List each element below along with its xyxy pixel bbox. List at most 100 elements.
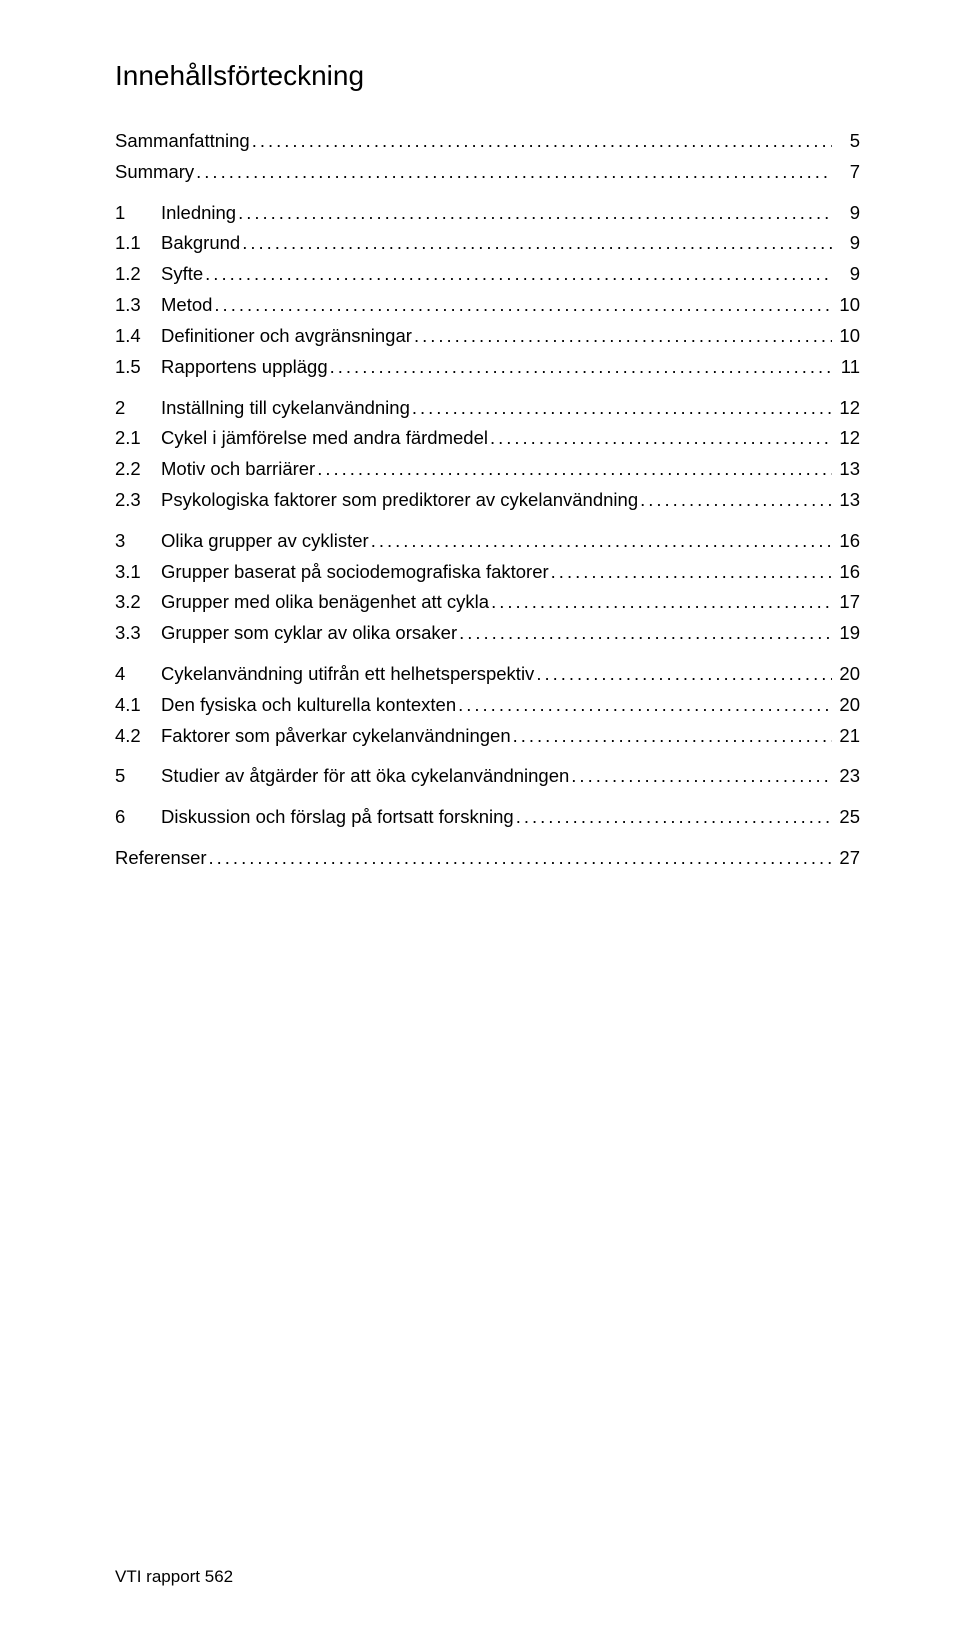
toc-entry-label: Bakgrund	[161, 230, 240, 257]
toc-entry: 3.3Grupper som cyklar av olika orsaker19	[115, 620, 860, 647]
toc-entry-leader-dots	[549, 559, 832, 586]
toc-entry-leader-dots	[412, 323, 832, 350]
toc-entry-label: Metod	[161, 292, 212, 319]
toc-entry-page: 12	[832, 425, 860, 452]
toc-entry-number: 6	[115, 804, 161, 831]
toc-entry: Summary 7	[115, 159, 860, 186]
toc-spacer	[115, 514, 860, 528]
toc-entry-leader-dots	[315, 456, 832, 483]
toc-entry-number: 2.1	[115, 425, 161, 452]
toc-entry-leader-dots	[534, 661, 832, 688]
footer-text: VTI rapport 562	[115, 1567, 233, 1587]
toc-entry: 5Studier av åtgärder för att öka cykelan…	[115, 763, 860, 790]
toc-entry-page: 27	[832, 845, 860, 872]
toc-entry-page: 11	[832, 354, 860, 381]
toc-entry-number: 3.3	[115, 620, 161, 647]
toc-entry: 1.2Syfte 9	[115, 261, 860, 288]
toc-entry-leader-dots	[410, 395, 832, 422]
toc-entry-page: 13	[832, 456, 860, 483]
toc-entry-label: Grupper baserat på sociodemografiska fak…	[161, 559, 549, 586]
toc-entry-page: 25	[832, 804, 860, 831]
toc-entry: Referenser 27	[115, 845, 860, 872]
toc-entry-label: Diskussion och förslag på fortsatt forsk…	[161, 804, 514, 831]
toc-entry: 1.4Definitioner och avgränsningar 10	[115, 323, 860, 350]
toc-entry-number: 4.1	[115, 692, 161, 719]
toc-entry: 1Inledning 9	[115, 200, 860, 227]
toc-entry-page: 16	[832, 559, 860, 586]
toc-entry-page: 10	[832, 323, 860, 350]
toc-entry: 4Cykelanvändning utifrån ett helhetspers…	[115, 661, 860, 688]
toc-entry-number: 1	[115, 200, 161, 227]
toc-entry-page: 13	[832, 487, 860, 514]
toc-entry: 2.2Motiv och barriärer 13	[115, 456, 860, 483]
toc-entry-number: 1.2	[115, 261, 161, 288]
toc-entry-leader-dots	[250, 128, 832, 155]
toc-entry: 6Diskussion och förslag på fortsatt fors…	[115, 804, 860, 831]
toc-entry-number: 1.1	[115, 230, 161, 257]
toc-entry-leader-dots	[236, 200, 832, 227]
toc-entry-leader-dots	[511, 723, 832, 750]
toc-entry-page: 20	[832, 692, 860, 719]
toc-entry-label: Inställning till cykelanvändning	[161, 395, 410, 422]
toc-entry-number: 2.2	[115, 456, 161, 483]
toc-entry-number: 1.5	[115, 354, 161, 381]
toc-entry-page: 9	[832, 200, 860, 227]
toc-entry-label: Motiv och barriärer	[161, 456, 315, 483]
table-of-contents: Sammanfattning5Summary71Inledning91.1Bak…	[115, 128, 860, 872]
toc-entry: 1.1Bakgrund 9	[115, 230, 860, 257]
toc-entry-leader-dots	[369, 528, 832, 555]
toc-entry-label: Studier av åtgärder för att öka cykelanv…	[161, 763, 569, 790]
toc-entry-number: 3.1	[115, 559, 161, 586]
toc-entry-page: 7	[832, 159, 860, 186]
toc-spacer	[115, 186, 860, 200]
toc-entry-number: 4.2	[115, 723, 161, 750]
toc-entry-label: Summary	[115, 159, 194, 186]
toc-entry: 4.1Den fysiska och kulturella kontexten 2…	[115, 692, 860, 719]
toc-entry-page: 12	[832, 395, 860, 422]
toc-entry: 4.2Faktorer som påverkar cykelanvändning…	[115, 723, 860, 750]
toc-entry-label: Cykel i jämförelse med andra färdmedel	[161, 425, 488, 452]
toc-entry-leader-dots	[514, 804, 832, 831]
toc-entry-leader-dots	[240, 230, 832, 257]
toc-entry-label: Syfte	[161, 261, 203, 288]
toc-spacer	[115, 831, 860, 845]
toc-entry-number: 1.3	[115, 292, 161, 319]
toc-entry-label: Grupper som cyklar av olika orsaker	[161, 620, 457, 647]
toc-entry-number: 1.4	[115, 323, 161, 350]
toc-entry-leader-dots	[194, 159, 832, 186]
toc-entry-label: Olika grupper av cyklister	[161, 528, 369, 555]
toc-entry-leader-dots	[203, 261, 832, 288]
toc-entry-leader-dots	[488, 425, 832, 452]
toc-entry-label: Referenser	[115, 845, 207, 872]
toc-entry: 2.1Cykel i jämförelse med andra färdmede…	[115, 425, 860, 452]
toc-entry-label: Definitioner och avgränsningar	[161, 323, 412, 350]
toc-spacer	[115, 749, 860, 763]
toc-entry: 2.3Psykologiska faktorer som prediktorer…	[115, 487, 860, 514]
toc-entry-page: 9	[832, 261, 860, 288]
toc-entry-page: 5	[832, 128, 860, 155]
toc-entry-label: Sammanfattning	[115, 128, 250, 155]
toc-entry-page: 17	[832, 589, 860, 616]
toc-entry-leader-dots	[638, 487, 832, 514]
toc-entry-number: 3.2	[115, 589, 161, 616]
toc-entry-leader-dots	[456, 692, 832, 719]
toc-entry-label: Den fysiska och kulturella kontexten	[161, 692, 456, 719]
toc-entry-label: Inledning	[161, 200, 236, 227]
toc-entry-number: 3	[115, 528, 161, 555]
toc-entry: 3.1Grupper baserat på sociodemografiska …	[115, 559, 860, 586]
toc-spacer	[115, 381, 860, 395]
toc-entry: 1.3Metod10	[115, 292, 860, 319]
toc-entry: 2Inställning till cykelanvändning 12	[115, 395, 860, 422]
toc-entry-number: 2.3	[115, 487, 161, 514]
toc-entry-page: 9	[832, 230, 860, 257]
toc-entry-leader-dots	[457, 620, 832, 647]
toc-entry-label: Faktorer som påverkar cykelanvändningen	[161, 723, 511, 750]
toc-entry-leader-dots	[328, 354, 832, 381]
toc-entry: 3Olika grupper av cyklister16	[115, 528, 860, 555]
toc-entry-page: 23	[832, 763, 860, 790]
toc-entry-number: 2	[115, 395, 161, 422]
toc-entry-leader-dots	[489, 589, 832, 616]
toc-spacer	[115, 790, 860, 804]
toc-entry-number: 5	[115, 763, 161, 790]
toc-entry-number: 4	[115, 661, 161, 688]
